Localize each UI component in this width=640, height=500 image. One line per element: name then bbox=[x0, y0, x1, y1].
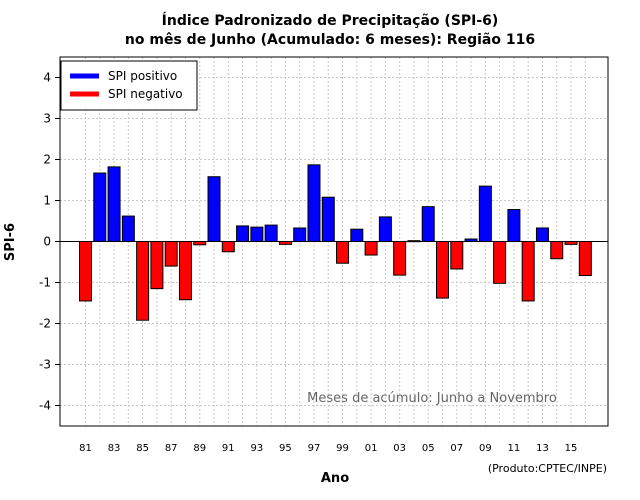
bar-1992 bbox=[236, 225, 250, 242]
chart-title-line2: no mês de Junho (Acumulado: 6 meses): Re… bbox=[125, 32, 535, 48]
bar-1990 bbox=[207, 176, 221, 242]
bar-2010 bbox=[493, 241, 507, 284]
y-tick-label: -2 bbox=[39, 317, 51, 331]
legend: SPI positivo SPI negativo bbox=[60, 60, 198, 111]
bar-2012 bbox=[521, 241, 535, 302]
bar-1988 bbox=[178, 241, 192, 301]
y-tick-label: -3 bbox=[39, 358, 51, 372]
bar-2006 bbox=[436, 241, 449, 299]
legend-box bbox=[60, 60, 198, 111]
bar-1987 bbox=[164, 241, 178, 267]
x-tick-label: 81 bbox=[79, 443, 92, 454]
bar-2007 bbox=[450, 241, 464, 270]
y-tick-label: 1 bbox=[43, 194, 51, 208]
bar-2013 bbox=[535, 227, 549, 243]
bar-2001 bbox=[364, 241, 378, 256]
bar-2014 bbox=[550, 241, 564, 260]
bar-1996 bbox=[293, 227, 307, 243]
bar-1984 bbox=[121, 215, 135, 243]
bar-1981 bbox=[79, 241, 92, 302]
x-tick-label: 91 bbox=[222, 443, 235, 454]
x-tick-label: 97 bbox=[308, 443, 321, 454]
x-tick-label: 83 bbox=[108, 443, 121, 454]
x-tick-label: 89 bbox=[193, 443, 206, 454]
annotation: Meses de acúmulo: Junho a Novembro bbox=[307, 391, 557, 406]
bars bbox=[79, 164, 592, 321]
bar-2002 bbox=[378, 216, 392, 242]
bar-1997 bbox=[307, 164, 321, 242]
y-tick-label: -1 bbox=[39, 276, 51, 290]
bar-1983 bbox=[107, 166, 121, 243]
credit: (Produto:CPTEC/INPE) bbox=[488, 462, 607, 475]
x-tick-label: 09 bbox=[479, 443, 492, 454]
x-tick-label: 11 bbox=[508, 443, 521, 454]
y-tick-label: -4 bbox=[39, 399, 51, 413]
x-tick-label: 13 bbox=[536, 443, 549, 454]
bar-1986 bbox=[150, 241, 164, 290]
bar-2011 bbox=[507, 209, 521, 243]
bar-1991 bbox=[221, 241, 235, 253]
bar-2016 bbox=[578, 241, 592, 277]
x-tick-label: 07 bbox=[450, 443, 463, 454]
x-tick-label: 93 bbox=[250, 443, 263, 454]
bar-1999 bbox=[336, 241, 350, 264]
legend-label-positive: SPI positivo bbox=[108, 69, 177, 83]
x-tick-label: 87 bbox=[165, 443, 178, 454]
x-tick-label: 95 bbox=[279, 443, 292, 454]
x-tick-label: 15 bbox=[565, 443, 578, 454]
bar-2009 bbox=[478, 185, 492, 242]
x-tick-label: 01 bbox=[365, 443, 378, 454]
bar-2003 bbox=[393, 241, 407, 276]
x-tick-label: 05 bbox=[422, 443, 435, 454]
bar-1998 bbox=[321, 196, 335, 242]
y-axis-title: SPI-6 bbox=[3, 223, 18, 261]
y-tick-label: 4 bbox=[43, 71, 51, 85]
x-axis-title: Ano bbox=[321, 471, 349, 486]
y-tick-label: 2 bbox=[43, 153, 51, 167]
x-tick-label: 85 bbox=[136, 443, 149, 454]
y-tick-label: 0 bbox=[43, 235, 51, 249]
bar-2005 bbox=[421, 206, 435, 242]
bar-1994 bbox=[264, 224, 278, 243]
bar-1985 bbox=[136, 241, 150, 321]
bar-1982 bbox=[93, 172, 107, 242]
bar-1993 bbox=[250, 226, 264, 242]
legend-label-negative: SPI negativo bbox=[108, 87, 183, 101]
x-tick-label: 99 bbox=[336, 443, 349, 454]
y-tick-label: 3 bbox=[43, 112, 51, 126]
bar-2000 bbox=[350, 228, 364, 242]
x-tick-label: 03 bbox=[393, 443, 406, 454]
chart-title-line1: Índice Padronizado de Precipitação (SPI-… bbox=[162, 12, 499, 29]
